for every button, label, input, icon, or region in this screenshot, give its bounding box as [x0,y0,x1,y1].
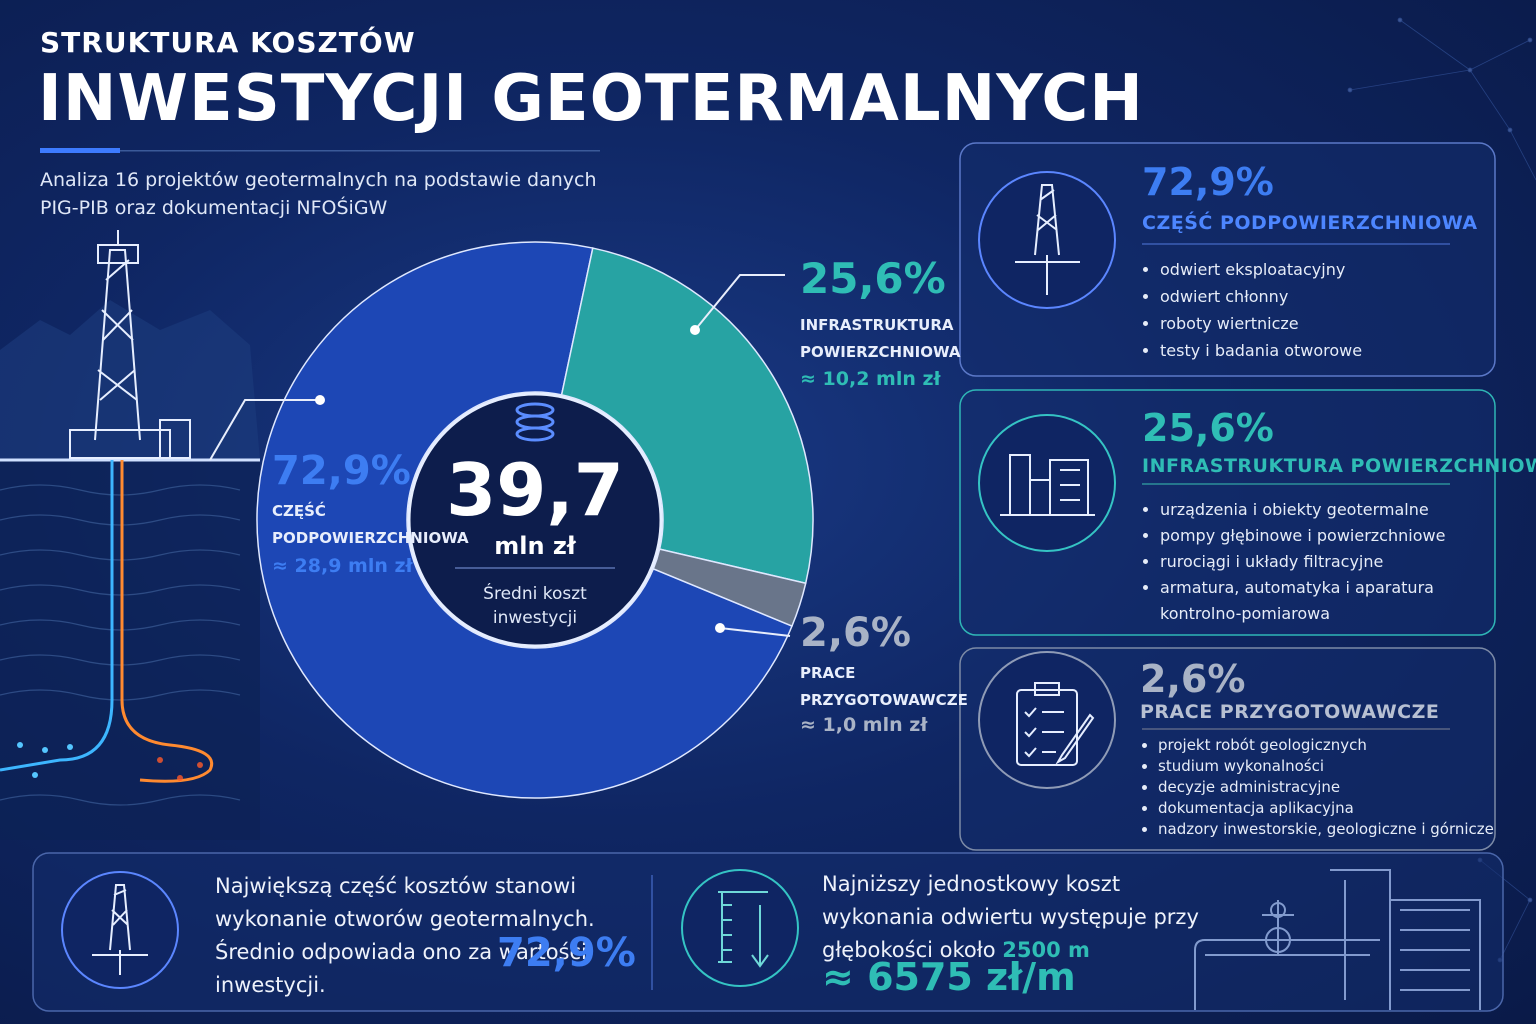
amount-label: ≈ 10,2 mln zł [800,368,941,390]
amount-label: ≈ 1,0 mln zł [800,714,928,736]
pipes-illustration [1194,869,1481,1010]
category-label: INFRASTRUKTURA POWIERZCHNIOWA [800,316,961,361]
footer-text: Najniższy jednostkowy koszt wykonania od… [822,868,1222,967]
footer-highlight: 72,9% [497,930,636,976]
center-value: 39,7 [446,448,624,532]
panel-item: odwiert chłonny [1160,283,1362,310]
depth-icon [718,891,769,968]
icon-drawings [92,184,1095,975]
panel-title: INFRASTRUKTURA POWIERZCHNIOWA [1142,455,1536,477]
leader-lines [209,274,791,637]
footer-depth: 2500 m [1002,938,1090,962]
value-label: 2,6% [800,610,911,656]
kicker: STRUKTURA KOSZTÓW [40,26,416,59]
center-unit: mln zł [494,532,576,560]
value-label: 72,9% [272,448,411,494]
panel-percent: 2,6% [1140,657,1246,701]
panel-item: dokumentacja aplikacyjna [1158,798,1494,819]
category-label: CZĘŚĆ PODPOWIERZCHNIOWA [272,502,469,547]
amount-label: ≈ 28,9 mln zł [272,555,413,577]
value-label: 25,6% [800,254,946,303]
panel-item: odwiert eksploatacyjny [1160,256,1362,283]
header-accent [40,148,120,153]
subtitle: Analiza 16 projektów geotermalnych na po… [40,169,597,219]
panel-list: urządzenia i obiekty geotermalnepompy gł… [1142,497,1490,627]
panel-item: projekt robót geologicznych [1158,735,1494,756]
icon-part [515,426,555,442]
panel-item: testy i badania otworowe [1160,337,1362,364]
panel-item: studium wykonalności [1158,756,1494,777]
panel-list: odwiert eksploatacyjnyodwiert chłonnyrob… [1142,256,1362,364]
title: INWESTYCJI GEOTERMALNYCH [38,62,1144,136]
panel-item: decyzje administracyjne [1158,777,1494,798]
panel-percent: 25,6% [1142,406,1274,450]
panel-item: urządzenia i obiekty geotermalne [1160,497,1490,523]
leader-dots [315,325,725,633]
panel-item: pompy głębinowe i powierzchniowe [1160,523,1490,549]
panel-title: PRACE PRZYGOTOWAWCZE [1140,701,1440,723]
panel-rules [651,243,1450,990]
donut-chart [256,241,814,799]
footer-text-part: Najniższy jednostkowy koszt wykonania od… [822,872,1199,962]
panel-item: rurociągi i układy filtracyjne [1160,549,1490,575]
panel-title: CZĘŚĆ PODPOWIERZCHNIOWA [1142,212,1478,234]
panel-percent: 72,9% [1142,160,1274,204]
database-icon [515,402,555,442]
panel-item: armatura, automatyka i aparatura kontrol… [1160,575,1490,627]
panel-item: roboty wiertnicze [1160,310,1362,337]
donut-center [407,392,663,648]
drilling-illustration [0,230,260,840]
panel-item: nadzory inwestorskie, geologiczne i górn… [1158,819,1494,840]
donut-slice [652,548,807,627]
donut-slice [560,247,814,585]
category-label: PRACE PRZYGOTOWAWCZE [800,664,968,709]
donut-slice [256,241,793,799]
center-label: Średni koszt inwestycji [483,584,587,628]
header-rule [40,150,600,152]
panel-icons [61,171,1116,989]
panel-list: projekt robót geologicznychstudium wykon… [1140,735,1494,840]
footer-text: Największą część kosztów stanowi wykonan… [215,874,595,997]
footer-value: ≈ 6575 zł/m [822,955,1076,999]
